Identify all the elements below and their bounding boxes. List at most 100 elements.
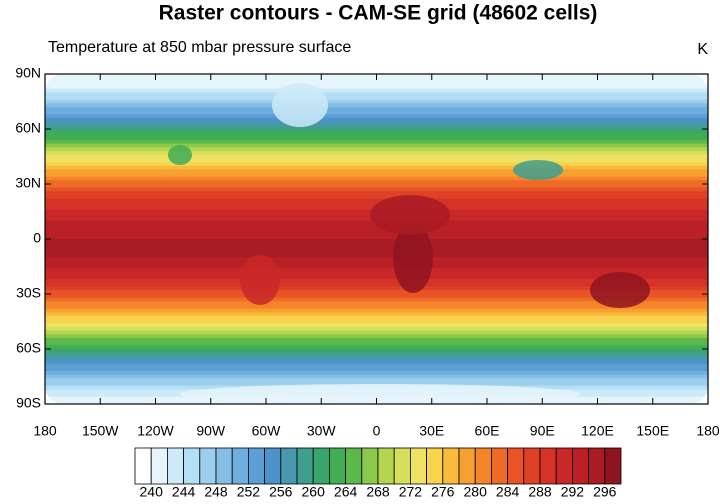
raster-band	[45, 103, 708, 108]
lon-label: 180	[696, 423, 720, 439]
raster	[45, 74, 708, 404]
colorbar-box	[280, 447, 298, 485]
raster-band	[45, 268, 708, 273]
raster-band	[45, 352, 708, 357]
raster-band	[45, 88, 708, 93]
raster-band	[45, 360, 708, 365]
colorbar-box	[231, 447, 249, 485]
raster-band	[45, 371, 708, 376]
lat-label: 30S	[16, 285, 41, 301]
raster-patch	[168, 145, 192, 165]
raster-patch	[513, 160, 563, 180]
map-frame	[44, 73, 709, 405]
lat-label: 60S	[16, 340, 41, 356]
colorbar-box	[150, 447, 168, 485]
raster-band	[45, 147, 708, 152]
raster-band	[45, 316, 708, 321]
colorbar-box	[474, 447, 492, 485]
colorbar-label: 272	[399, 484, 423, 499]
raster-band	[45, 96, 708, 101]
colorbar-box	[442, 447, 460, 485]
raster-band	[45, 275, 708, 280]
raster-band	[45, 184, 708, 189]
lon-label: 30E	[419, 423, 444, 439]
raster-band	[45, 319, 708, 324]
raster-band	[45, 323, 708, 328]
raster-band	[45, 81, 708, 86]
lon-label: 0	[373, 423, 381, 439]
colorbar-box	[393, 447, 411, 485]
colorbar-box	[183, 447, 201, 485]
lon-label: 90E	[530, 423, 555, 439]
lat-label: 0	[33, 230, 41, 246]
colorbar-box	[490, 447, 508, 485]
colorbar-box	[247, 447, 265, 485]
raster-patch	[272, 83, 328, 127]
colorbar-label: 280	[464, 484, 488, 499]
raster-band	[45, 338, 708, 343]
colorbar-box	[426, 447, 444, 485]
raster-band	[45, 118, 708, 123]
lon-label: 90W	[196, 423, 226, 439]
colorbar-label: 284	[496, 484, 520, 499]
raster-band	[45, 312, 708, 317]
raster-patch	[590, 272, 650, 308]
raster-band	[45, 231, 708, 236]
colorbar-box	[134, 447, 152, 485]
lon-label: 30W	[307, 423, 337, 439]
raster-band	[45, 334, 708, 339]
raster-band	[45, 305, 708, 310]
raster-band	[45, 85, 708, 90]
colorbar-box	[328, 447, 346, 485]
raster-band	[45, 191, 708, 196]
lon-label: 150E	[636, 423, 669, 439]
colorbar-box	[361, 447, 379, 485]
raster-band	[45, 330, 708, 335]
raster-band	[45, 308, 708, 313]
raster-band	[45, 228, 708, 233]
raster-band	[45, 283, 708, 288]
raster-band	[45, 176, 708, 181]
lon-label: 180	[33, 423, 57, 439]
raster-band	[45, 173, 708, 178]
raster-band	[45, 180, 708, 185]
raster-band	[45, 154, 708, 159]
colorbar-label: 256	[269, 484, 293, 499]
colorbar-label: 276	[431, 484, 455, 499]
colorbar-box	[523, 447, 541, 485]
raster-band	[45, 169, 708, 174]
raster-band	[45, 367, 708, 372]
raster-band	[45, 151, 708, 156]
raster-band	[45, 143, 708, 148]
raster-band	[45, 272, 708, 277]
raster-band	[45, 121, 708, 126]
raster-band	[45, 374, 708, 379]
raster-band	[45, 99, 708, 104]
colorbar-box	[555, 447, 573, 485]
lat-label: 60N	[15, 120, 41, 136]
raster-band	[45, 195, 708, 200]
raster-band	[45, 158, 708, 163]
colorbar-label: 296	[593, 484, 617, 499]
raster-band	[45, 132, 708, 137]
raster-band	[45, 297, 708, 302]
raster-band	[45, 246, 708, 251]
colorbar-box	[312, 447, 330, 485]
raster-band	[45, 294, 708, 299]
colorbar-label: 244	[172, 484, 196, 499]
raster-band	[45, 327, 708, 332]
raster-patch	[240, 255, 280, 305]
raster-band	[45, 250, 708, 255]
raster-band	[45, 341, 708, 346]
raster-band	[45, 363, 708, 368]
raster-band	[45, 187, 708, 192]
colorbar-box	[409, 447, 427, 485]
raster-patch	[180, 384, 580, 404]
raster-band	[45, 162, 708, 167]
colorbar-label: 268	[366, 484, 390, 499]
lat-label: 30N	[15, 175, 41, 191]
colorbar-box	[572, 447, 590, 485]
colorbar-label: 292	[561, 484, 585, 499]
raster-band	[45, 129, 708, 134]
colorbar-label: 248	[204, 484, 228, 499]
